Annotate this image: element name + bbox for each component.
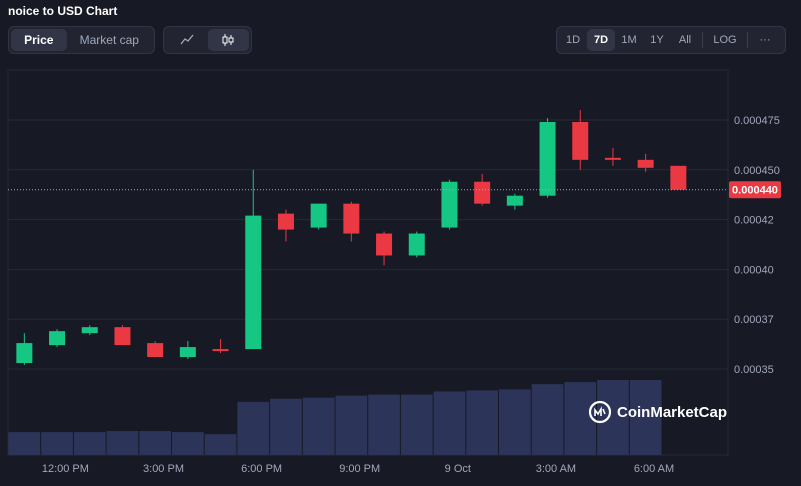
volume-bar xyxy=(41,432,73,455)
plot-frame xyxy=(7,69,729,456)
volume-bars xyxy=(8,380,662,455)
range-1y-button[interactable]: 1Y xyxy=(650,34,664,46)
current-price-tag: 0.000440 xyxy=(729,181,781,199)
metric-toggle: Price Market cap xyxy=(8,26,155,54)
volume-bar xyxy=(270,398,302,455)
x-tick-label: 6:00 PM xyxy=(241,463,282,475)
x-tick-label: 9 Oct xyxy=(445,463,471,475)
range-toggle: 1D 7D 1M 1Y All LOG ··· xyxy=(556,26,786,54)
volume-bar xyxy=(400,394,433,455)
volume-bar xyxy=(499,389,531,455)
volume-bar xyxy=(597,380,629,455)
volume-bar xyxy=(368,394,400,455)
volume-bar xyxy=(237,401,270,455)
candle-body xyxy=(572,121,589,160)
y-axis-labels: 0.000475 0.000450 0.00042 0.00040 0.00037 0.0… xyxy=(734,115,780,376)
candle-body xyxy=(376,233,393,256)
price-tab[interactable]: Price xyxy=(11,29,67,51)
coinmarketcap-watermark: CoinMarketCap xyxy=(588,400,727,424)
volume-bar xyxy=(73,432,106,455)
volume-bar xyxy=(106,431,139,455)
x-tick-label: 12:00 PM xyxy=(42,463,89,475)
chart-title: noice to USD Chart xyxy=(8,4,118,18)
current-price-label: 0.000440 xyxy=(732,185,778,197)
volume-bar xyxy=(8,432,41,455)
candle-body xyxy=(114,327,131,346)
candle-body xyxy=(670,165,687,190)
range-7d-button[interactable]: 7D xyxy=(587,29,615,51)
candlestick-button[interactable] xyxy=(207,29,249,51)
candle-body xyxy=(212,349,229,352)
candle-body xyxy=(441,181,458,228)
range-1m-button[interactable]: 1M xyxy=(621,34,637,46)
candle-body xyxy=(604,157,621,160)
toolbar-divider xyxy=(702,32,703,48)
chart-type-toggle xyxy=(163,26,252,54)
candle-body xyxy=(539,121,556,196)
volume-bar xyxy=(302,397,335,455)
candle-body xyxy=(277,213,294,230)
candlestick-icon xyxy=(222,34,234,46)
candle-body xyxy=(179,347,196,358)
line-chart-button[interactable] xyxy=(166,29,208,51)
candle-body xyxy=(474,181,491,204)
candle-body xyxy=(506,195,523,206)
x-tick-label: 6:00 AM xyxy=(634,463,674,475)
y-tick-label: 0.00042 xyxy=(734,215,774,227)
watermark-text: CoinMarketCap xyxy=(617,404,727,421)
market-cap-tab[interactable]: Market cap xyxy=(79,33,139,47)
y-tick-label: 0.000475 xyxy=(734,115,780,127)
candle-body xyxy=(408,233,425,256)
x-axis-labels: 12:00 PM 3:00 PM 6:00 PM 9:00 PM 9 Oct 3:00 A… xyxy=(42,463,674,475)
volume-bar xyxy=(335,395,368,455)
candles xyxy=(16,110,687,366)
grid-lines xyxy=(8,119,728,370)
more-options-button[interactable]: ··· xyxy=(759,34,771,46)
log-scale-button[interactable]: LOG xyxy=(713,34,737,46)
y-tick-label: 0.00037 xyxy=(734,314,774,326)
y-tick-label: 0.00035 xyxy=(734,364,774,376)
range-1d-button[interactable]: 1D xyxy=(565,34,581,46)
volume-bar xyxy=(531,384,564,455)
candle-body xyxy=(637,159,654,168)
volume-bar xyxy=(172,432,204,455)
volume-bar xyxy=(139,431,171,455)
volume-bar xyxy=(204,434,237,455)
volume-bar xyxy=(564,382,597,455)
volume-bar xyxy=(629,380,662,455)
x-tick-label: 3:00 AM xyxy=(536,463,576,475)
range-all-button[interactable]: All xyxy=(678,34,692,46)
candle-body xyxy=(16,343,33,364)
candle-body xyxy=(81,327,98,334)
candle-body xyxy=(245,215,262,350)
coinmarketcap-logo-icon xyxy=(588,400,612,424)
current-price-tag-bg xyxy=(729,181,781,199)
line-chart-icon xyxy=(180,34,194,45)
candle-body xyxy=(343,203,360,234)
x-tick-label: 9:00 PM xyxy=(339,463,380,475)
y-tick-label: 0.000450 xyxy=(734,165,780,177)
volume-bar xyxy=(466,390,498,455)
volume-bar xyxy=(433,391,466,455)
candle-body xyxy=(147,343,164,358)
candle-body xyxy=(49,331,66,346)
y-tick-label: 0.00040 xyxy=(734,264,774,276)
toolbar-divider xyxy=(747,32,748,48)
candle-body xyxy=(310,203,327,228)
x-tick-label: 3:00 PM xyxy=(143,463,184,475)
